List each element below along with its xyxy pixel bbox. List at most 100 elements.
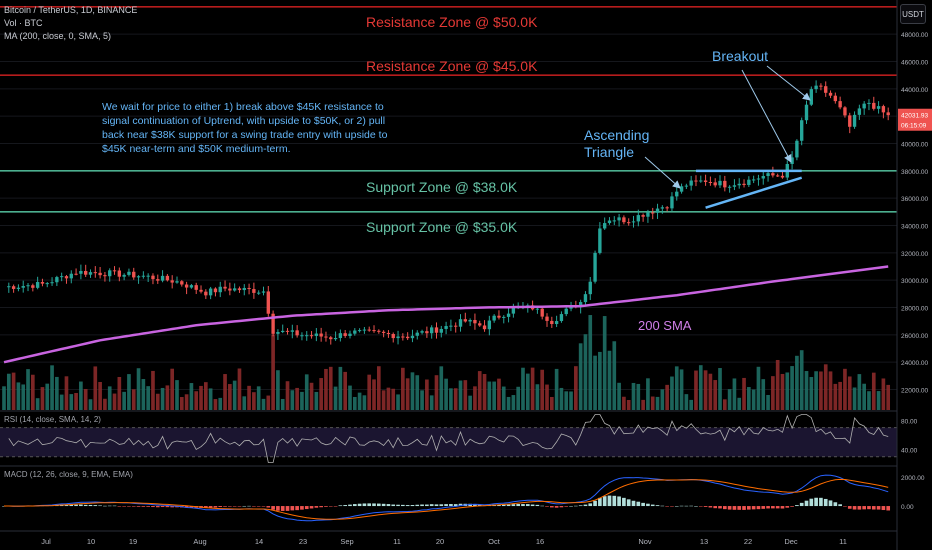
candle-body [305, 335, 309, 337]
volume-bar [814, 371, 818, 410]
macd-histogram-bar [256, 506, 261, 507]
macd-histogram-bar [559, 506, 564, 508]
volume-bar [732, 378, 737, 410]
candle-body [213, 288, 218, 293]
candle-body [429, 327, 434, 334]
macd-tick: 0.00 [901, 504, 914, 511]
annotation-arrows [644, 65, 811, 189]
candle-body [199, 289, 203, 292]
symbol-legend[interactable]: Bitcoin / TetherUS, 1D, BINANCE [4, 5, 138, 15]
arrow [766, 65, 811, 101]
candle-body [372, 330, 376, 332]
macd-histogram-bar [612, 495, 617, 507]
macd-histogram-bar [228, 506, 232, 507]
candle-body [843, 107, 847, 116]
candle-body [348, 333, 352, 336]
candlesticks [7, 80, 890, 345]
candle-body [511, 307, 516, 314]
macd-histogram-bar [79, 504, 83, 507]
macd-histogram-bar [324, 506, 328, 507]
macd-histogram-bar [876, 506, 881, 510]
volume-bar [742, 377, 746, 410]
volume-bar [847, 376, 852, 410]
candle-body [607, 220, 612, 224]
candle-body [487, 320, 492, 330]
candle-body [122, 274, 126, 277]
macd-histogram-bar [170, 506, 175, 508]
candle-body [343, 333, 347, 336]
volume-bar [521, 367, 525, 410]
candle-body [108, 270, 112, 277]
candle-body [848, 115, 852, 127]
volume-bar [179, 397, 184, 410]
volume-bar [237, 368, 242, 410]
macd-histogram-bar [444, 504, 448, 507]
candle-body [665, 207, 669, 209]
support-35-label: Support Zone @ $35.0K [366, 219, 518, 235]
candle-body [127, 271, 131, 275]
volume-bar [252, 392, 256, 410]
volume-bar [21, 384, 26, 410]
candle-body [295, 330, 299, 336]
volume-bar [184, 394, 189, 410]
macd-histogram-bar [252, 506, 256, 507]
macd-histogram-bar [727, 506, 732, 510]
macd-histogram-bar [107, 505, 112, 507]
candle-body [463, 319, 468, 322]
analysis-note-line: We wait for price to either 1) break abo… [102, 101, 384, 113]
volume-bar [593, 355, 597, 410]
volume-bar [367, 374, 372, 410]
macd-histogram-bar [501, 504, 506, 507]
macd-histogram-bar [761, 506, 766, 509]
volume-bar [410, 372, 415, 410]
candle-body [852, 114, 857, 127]
sma200-line [3, 265, 889, 364]
macd-histogram-bar [237, 506, 242, 507]
candle-body [386, 332, 391, 335]
volume-bar [506, 396, 511, 410]
price-tick: 48000.00 [901, 32, 928, 39]
volume-bar [136, 368, 141, 410]
candle-body [800, 120, 804, 141]
macd-histogram-bar [352, 504, 357, 507]
volume-bar [319, 378, 323, 410]
units-button[interactable]: USDT [900, 4, 926, 24]
macd-histogram-bar [266, 506, 271, 508]
candle-body [410, 335, 415, 339]
volume-bar [391, 388, 396, 410]
macd-histogram-bar [112, 505, 117, 507]
candle-body [502, 316, 506, 318]
volume-bar [372, 379, 376, 410]
candle-body [795, 140, 799, 158]
macd-histogram-bar [871, 506, 876, 510]
candle-body [583, 294, 588, 303]
macd-histogram-bar [314, 506, 319, 508]
ma-legend[interactable]: MA (200, close, 0, SMA, 5) [4, 31, 112, 41]
macd-histogram-bar [881, 506, 886, 511]
volume-legend[interactable]: Vol · BTC [4, 18, 43, 28]
time-tick: Nov [638, 537, 652, 546]
volume-bar [208, 388, 213, 410]
volume-bar [588, 315, 593, 410]
macd-histogram-bar [857, 506, 862, 510]
macd-histogram-bar [396, 504, 400, 507]
volume-bar [756, 366, 761, 410]
macd-histogram-bar [261, 506, 266, 507]
macd-histogram-bar [516, 504, 521, 507]
sma-label: 200 SMA [638, 318, 692, 333]
candle-body [458, 319, 463, 327]
candle-body [309, 335, 314, 337]
candle-body [362, 329, 367, 331]
candle-body [415, 332, 419, 336]
time-tick: 16 [536, 537, 544, 546]
volume-bar [727, 389, 732, 410]
macd-histogram-bar [511, 504, 516, 507]
candle-body [593, 252, 597, 282]
candle-body [771, 173, 775, 176]
resistance-45-label: Resistance Zone @ $45.0K [366, 58, 538, 74]
macd-histogram-bar [122, 506, 126, 507]
candle-body [780, 175, 785, 178]
macd-histogram-bar [598, 497, 602, 507]
candle-body [136, 276, 141, 278]
